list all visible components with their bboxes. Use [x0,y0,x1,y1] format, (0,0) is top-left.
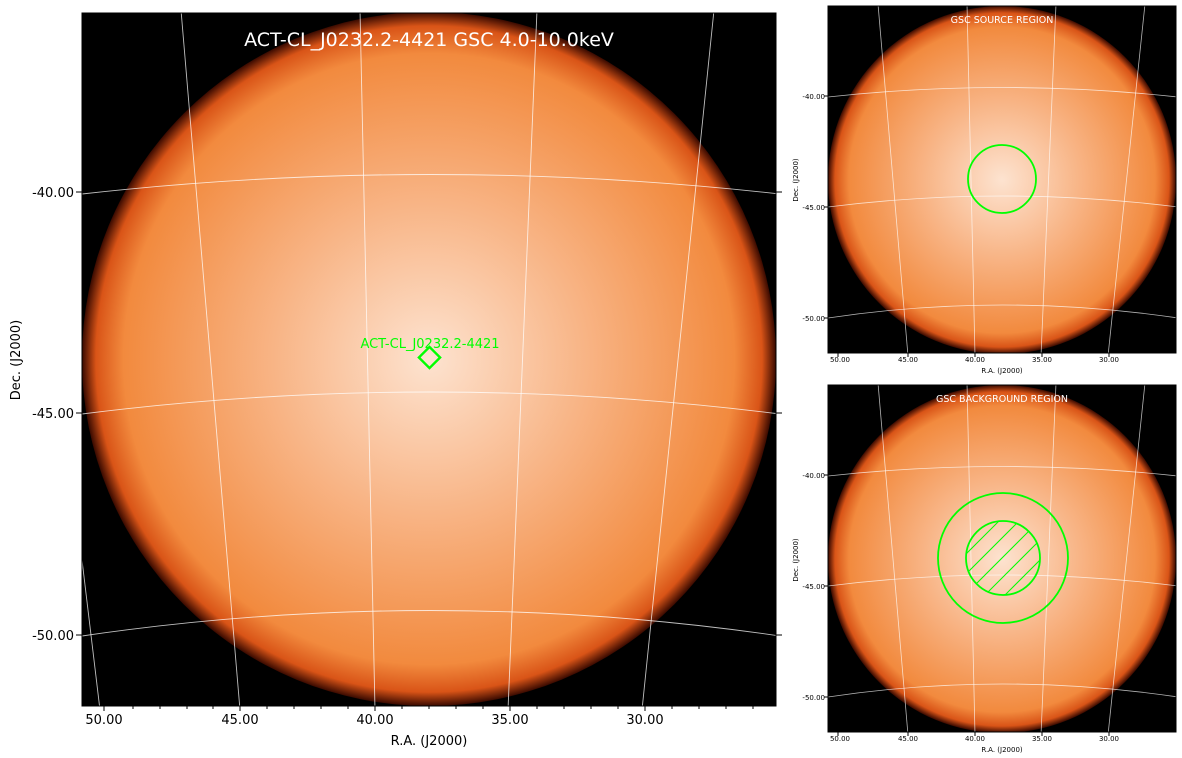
image-title: ACT-CL_J0232.2-4421 GSC 4.0-10.0keV [244,29,614,51]
outer-annulus-circle[interactable] [937,492,1069,624]
y-tick-label: -40.00 [802,472,825,480]
image-frame [827,5,1177,354]
sky-disk [82,13,776,706]
x-axis-ticks [103,706,754,711]
y-axis-label: Dec. (J2000) [792,158,800,202]
x-tick-label: 30.00 [626,713,663,728]
source-label: ACT-CL_J0232.2-4421 [360,337,499,352]
x-axis-label: R.A. (J2000) [391,734,468,749]
sky-disk [828,6,1176,353]
inner-annulus-circle[interactable] [965,520,1041,596]
y-tick-label: -45.00 [32,407,74,422]
y-axis-ticks [76,191,782,636]
source-region-panel: GSC SOURCE REGION -40.00 -45.00 -50.00 5… [790,0,1182,380]
main-image-svg: ACT-CL_J0232.2-4421 GSC 4.0-10.0keV ACT-… [9,12,782,749]
sky-disk [828,385,1176,732]
x-tick-label: 50.00 [830,735,850,743]
y-tick-label: -45.00 [802,583,825,591]
x-tick-label: 30.00 [1099,356,1119,364]
panel-title: GSC BACKGROUND REGION [936,394,1068,405]
x-tick-label: 50.00 [830,356,850,364]
source-region-svg: GSC SOURCE REGION -40.00 -45.00 -50.00 5… [792,5,1177,375]
x-tick-label: 45.00 [221,713,258,728]
x-tick-label: 35.00 [1032,735,1052,743]
x-axis-label: R.A. (J2000) [981,746,1023,754]
image-frame [827,384,1177,733]
x-tick-label: 40.00 [965,735,985,743]
y-tick-label: -40.00 [802,93,825,101]
x-tick-label: 45.00 [898,735,918,743]
y-tick-label: -50.00 [32,629,74,644]
x-tick-label: 30.00 [1099,735,1119,743]
x-tick-label: 40.00 [965,356,985,364]
source-region-circle[interactable] [967,144,1037,214]
background-region-svg: GSC BACKGROUND REGION -40.00 -45.00 -50.… [792,384,1177,754]
x-tick-label: 45.00 [898,356,918,364]
panel-title: GSC SOURCE REGION [951,15,1054,26]
y-tick-label: -50.00 [802,315,825,323]
background-region-panel: GSC BACKGROUND REGION -40.00 -45.00 -50.… [790,380,1182,758]
x-tick-label: 50.00 [85,713,122,728]
y-axis-label: Dec. (J2000) [792,538,800,582]
source-marker-diamond[interactable] [417,345,442,370]
x-tick-label: 40.00 [356,713,393,728]
coordinate-grid [828,6,1176,353]
y-tick-label: -50.00 [802,694,825,702]
coordinate-grid [82,13,776,706]
x-axis-label: R.A. (J2000) [981,367,1023,375]
y-tick-label: -40.00 [32,186,74,201]
x-tick-label: 35.00 [491,713,528,728]
y-tick-label: -45.00 [802,204,825,212]
x-tick-label: 35.00 [1032,356,1052,364]
main-image-panel: ACT-CL_J0232.2-4421 GSC 4.0-10.0keV ACT-… [9,12,782,749]
y-axis-label: Dec. (J2000) [9,320,24,400]
coordinate-grid [828,385,1176,732]
